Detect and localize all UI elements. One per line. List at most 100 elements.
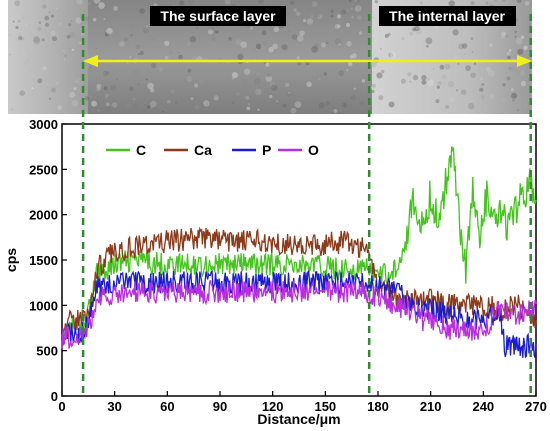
micrograph-speckle	[98, 2, 105, 9]
micrograph-speckle	[227, 49, 230, 52]
micrograph-speckle	[508, 49, 512, 52]
micrograph-speckle	[20, 14, 26, 20]
micrograph-speckle	[76, 77, 83, 85]
micrograph-speckle	[257, 108, 260, 111]
micrograph-left-region	[8, 0, 88, 114]
micrograph-speckle	[317, 13, 323, 19]
micrograph-speckle	[19, 33, 21, 36]
micrograph-speckle	[50, 14, 55, 18]
micrograph-speckle	[384, 33, 389, 38]
micrograph-speckle	[71, 99, 79, 107]
micrograph-speckle	[85, 96, 90, 101]
measurement-arrow-head-right	[517, 55, 532, 67]
micrograph-speckle	[158, 67, 163, 72]
micrograph-speckle	[75, 17, 82, 24]
micrograph-speckle	[500, 34, 506, 40]
micrograph-speckle	[214, 29, 219, 34]
micrograph-speckle	[481, 83, 485, 86]
micrograph-speckle	[361, 79, 366, 83]
micrograph-speckle	[268, 47, 274, 53]
micrograph-speckle	[439, 64, 445, 70]
micrograph-speckle	[91, 100, 97, 107]
micrograph-speckle	[409, 80, 412, 83]
micrograph-speckle	[178, 54, 183, 60]
micrograph-speckle	[164, 55, 169, 60]
micrograph-speckle	[516, 19, 518, 21]
micrograph-speckle	[236, 92, 241, 96]
micrograph-speckle	[104, 104, 112, 112]
micrograph-speckle	[359, 101, 365, 107]
micrograph-speckle	[103, 86, 108, 91]
surface-layer-label: The surface layer	[160, 8, 276, 24]
micrograph-speckle	[49, 97, 52, 100]
micrograph-speckle	[170, 89, 175, 94]
micrograph-speckle	[388, 52, 394, 58]
micrograph-speckle	[243, 68, 251, 75]
micrograph-speckle	[261, 30, 267, 36]
micrograph-speckle	[449, 96, 456, 103]
legend-label-ca: Ca	[194, 142, 212, 158]
micrograph-speckle	[378, 95, 384, 101]
micrograph-speckle	[351, 53, 357, 59]
micrograph-speckle	[420, 0, 425, 4]
micrograph-speckle	[435, 99, 440, 104]
micrograph-speckle	[303, 18, 307, 23]
micrograph-speckle	[473, 62, 477, 65]
micrograph-speckle	[132, 103, 138, 110]
micrograph-speckle	[514, 35, 517, 38]
micrograph-speckle	[471, 51, 474, 54]
micrograph-speckle	[187, 42, 191, 46]
micrograph-speckle	[104, 31, 110, 37]
micrograph-speckle	[410, 81, 413, 84]
micrograph-speckle	[288, 91, 291, 95]
micrograph-speckle	[113, 5, 119, 11]
micrograph-speckle	[342, 102, 347, 108]
micrograph-speckle	[79, 41, 83, 45]
micrograph-speckle	[68, 23, 72, 27]
micrograph-speckle	[511, 92, 518, 99]
micrograph-speckle	[425, 37, 433, 45]
micrograph-speckle	[415, 28, 422, 35]
micrograph-speckle	[458, 43, 464, 50]
micrograph-speckle	[69, 91, 75, 98]
micrograph-speckle	[19, 90, 25, 96]
micrograph-speckle	[255, 43, 262, 50]
micrograph-speckle	[255, 88, 262, 96]
micrograph-speckle	[152, 38, 155, 41]
micrograph-speckle	[286, 92, 292, 97]
micrograph-speckle	[287, 29, 291, 33]
micrograph-speckle	[86, 1, 91, 6]
micrograph-speckle	[295, 11, 301, 17]
micrograph-speckle	[211, 37, 216, 41]
micrograph-speckle	[333, 8, 336, 11]
micrograph-speckle	[325, 101, 331, 106]
y-tick-label: 1500	[29, 253, 58, 268]
legend: C Ca P O	[106, 142, 319, 158]
micrograph-speckle	[83, 22, 87, 25]
micrograph-speckle	[66, 34, 71, 39]
micrograph-speckle	[22, 60, 28, 66]
micrograph-speckle	[96, 3, 99, 6]
micrograph-speckle	[463, 53, 466, 56]
micrograph-speckle	[349, 55, 353, 59]
micrograph-speckle	[283, 28, 287, 32]
micrograph-speckle	[414, 25, 420, 32]
y-tick-label: 500	[36, 344, 58, 359]
surface-layer-label-box	[150, 6, 286, 26]
micrograph-speckle	[250, 26, 254, 30]
micrograph-speckle	[293, 8, 297, 12]
micrograph-speckle	[75, 80, 78, 83]
micrograph-speckle	[452, 29, 459, 36]
micrograph-speckle	[326, 45, 333, 52]
micrograph-speckle	[42, 66, 47, 71]
micrograph-speckle	[126, 104, 130, 108]
micrograph-speckle	[256, 85, 262, 90]
micrograph-speckle	[213, 95, 219, 101]
micrograph-speckle	[130, 34, 133, 37]
micrograph-speckle	[310, 13, 314, 17]
series-layer	[61, 146, 537, 359]
micrograph-speckle	[305, 61, 310, 66]
micrograph-speckle	[237, 53, 244, 60]
micrograph-speckle	[282, 103, 287, 108]
